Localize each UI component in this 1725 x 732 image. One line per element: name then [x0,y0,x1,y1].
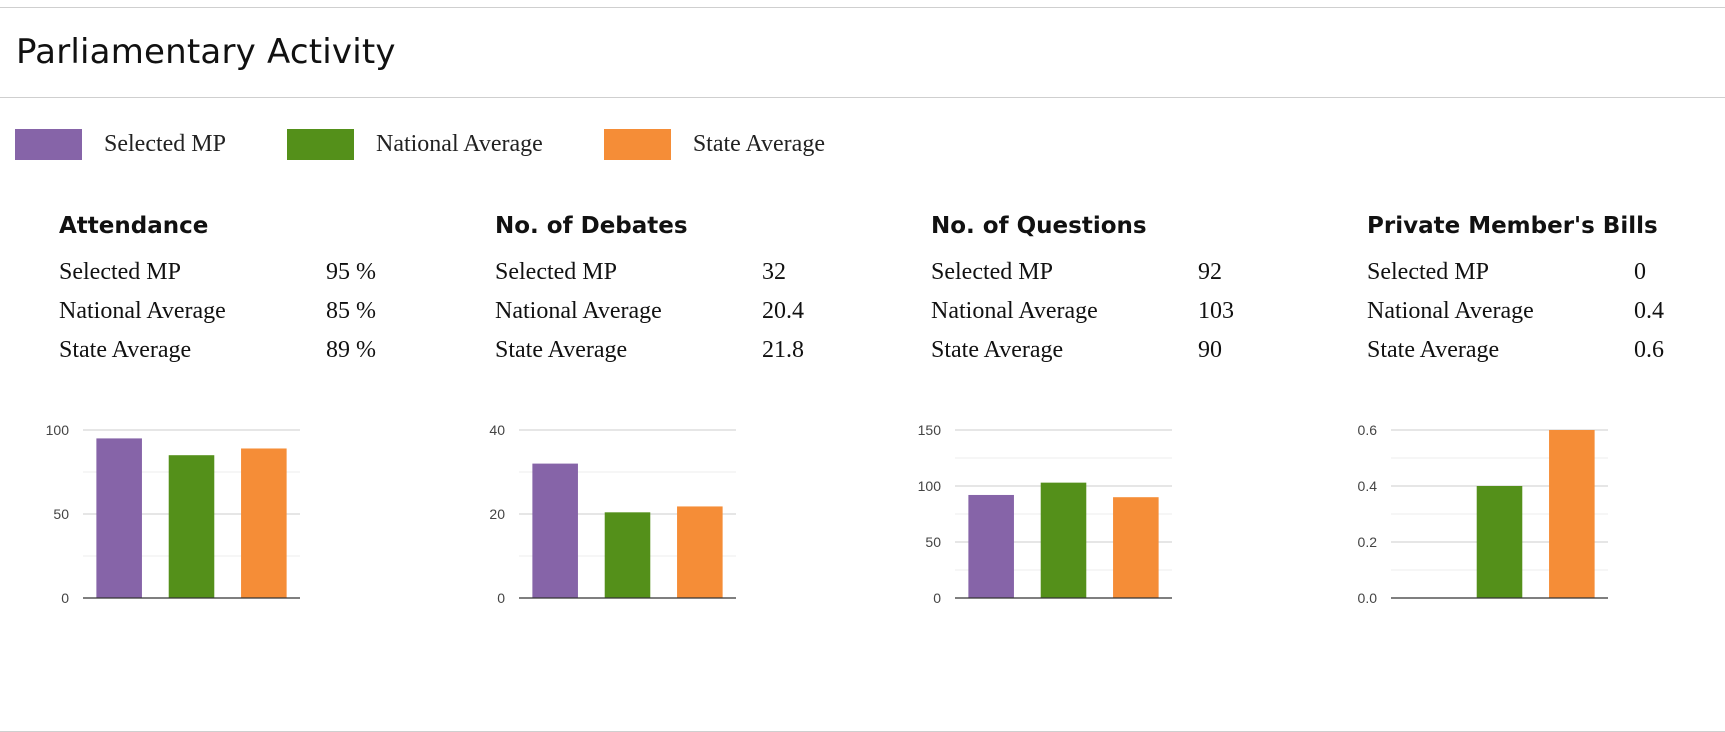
panel-attendance: Attendance Selected MP 95 % National Ave… [10,205,430,645]
bar-national-average [168,455,215,598]
panel-title: No. of Questions [931,213,1147,239]
panel-title: No. of Debates [495,213,688,239]
y-tick-label: 0.2 [1358,534,1378,550]
stat-name: State Average [1367,337,1500,363]
y-tick-label: 0.0 [1358,590,1378,606]
legend-item-national-average: National Average [286,128,543,160]
stat-name: Selected MP [59,259,181,285]
stat-name: State Average [59,337,192,363]
legend-swatch-state-average [603,128,671,160]
y-tick-label: 100 [46,422,70,438]
legend-label-selected-mp: Selected MP [104,130,226,157]
stat-value: 0.4 [1634,298,1664,324]
stats-table: Selected MP 32 National Average 20.4 Sta… [495,253,866,370]
bar-selected-mp [96,438,142,598]
legend-label-state-average: State Average [692,130,825,157]
bar-state-average [241,448,287,598]
bar-national-average [604,512,651,598]
stat-row: Selected MP 32 [495,253,866,292]
bar-state-average [1113,497,1159,598]
stat-row: National Average 85 % [59,292,430,331]
stat-value: 32 [762,259,786,285]
legend-swatch-national-average [286,128,354,160]
stat-row: National Average 0.4 [1367,292,1725,331]
debates-bar-chart: 0 20 40 [489,422,736,606]
stat-row: National Average 20.4 [495,292,866,331]
y-tick-label: 50 [925,534,941,550]
y-tick-label: 0.6 [1358,422,1378,438]
stat-value: 20.4 [762,298,804,324]
stat-name: National Average [59,298,226,324]
y-tick-label: 0 [933,590,941,606]
stats-table: Selected MP 95 % National Average 85 % S… [59,253,430,370]
stat-row: Selected MP 95 % [59,253,430,292]
stat-value: 0.6 [1634,337,1664,363]
private-members-bills-bar-chart: 0.0 0.2 0.4 0.6 [1358,422,1608,606]
bar-selected-mp [532,463,578,598]
panel-title: Attendance [59,213,209,239]
stat-row: State Average 90 [931,331,1302,370]
stat-row: State Average 21.8 [495,331,866,370]
bar-national-average [1476,486,1523,598]
stat-value: 92 [1198,259,1222,285]
bar-state-average [1549,430,1595,598]
y-tick-label: 20 [489,506,505,522]
attendance-bar-chart: 0 50 100 [46,422,300,606]
questions-bar-chart: 0 50 100 150 [918,422,1172,606]
bar-selected-mp [968,494,1014,598]
stats-table: Selected MP 0 National Average 0.4 State… [1367,253,1725,370]
legend: Selected MP National Average State Avera… [15,128,886,160]
stat-row: State Average 0.6 [1367,331,1725,370]
panel-questions: No. of Questions Selected MP 92 National… [882,205,1302,645]
y-tick-label: 150 [918,422,942,438]
page-title: Parliamentary Activity [16,32,396,72]
panel-private-members-bills: Private Member's Bills Selected MP 0 Nat… [1318,205,1725,645]
stat-value: 85 % [326,298,376,324]
stat-row: Selected MP 0 [1367,253,1725,292]
panel-title: Private Member's Bills [1367,213,1658,239]
y-tick-label: 50 [53,506,69,522]
stat-value: 95 % [326,259,376,285]
stat-name: Selected MP [1367,259,1489,285]
y-tick-label: 0 [61,590,69,606]
stat-value: 89 % [326,337,376,363]
stat-row: Selected MP 92 [931,253,1302,292]
y-tick-label: 0 [497,590,505,606]
top-divider [0,7,1725,8]
stat-value: 103 [1198,298,1234,324]
y-tick-label: 100 [918,478,942,494]
stat-name: National Average [1367,298,1534,324]
legend-item-selected-mp: Selected MP [15,128,226,160]
stats-table: Selected MP 92 National Average 103 Stat… [931,253,1302,370]
legend-item-state-average: State Average [603,128,825,160]
bar-state-average [677,506,723,598]
stat-name: National Average [495,298,662,324]
title-divider [0,97,1725,98]
stat-name: State Average [931,337,1064,363]
stat-name: State Average [495,337,628,363]
legend-label-national-average: National Average [375,130,543,157]
stat-value: 0 [1634,259,1646,285]
stat-name: Selected MP [931,259,1053,285]
stat-value: 21.8 [762,337,804,363]
panel-debates: No. of Debates Selected MP 32 National A… [446,205,866,645]
stat-row: State Average 89 % [59,331,430,370]
legend-swatch-selected-mp [15,128,82,160]
stat-name: National Average [931,298,1098,324]
y-tick-label: 0.4 [1358,478,1378,494]
y-tick-label: 40 [489,422,505,438]
stat-row: National Average 103 [931,292,1302,331]
bar-national-average [1040,482,1087,598]
stat-name: Selected MP [495,259,617,285]
stat-value: 90 [1198,337,1222,363]
